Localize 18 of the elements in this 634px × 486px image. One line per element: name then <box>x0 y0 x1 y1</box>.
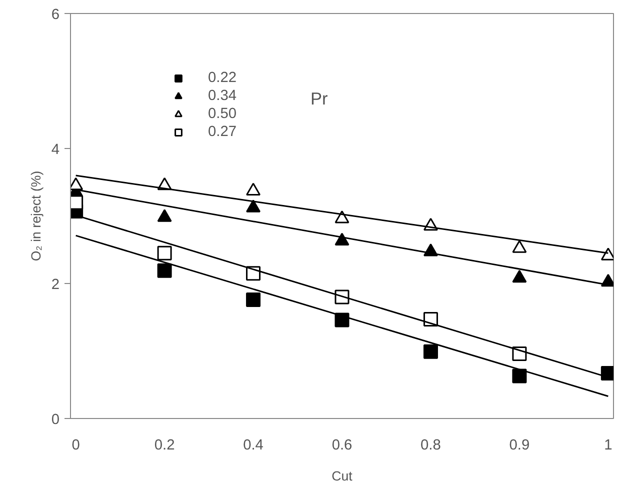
legend-label: 0.22 <box>208 69 237 87</box>
y-tick-label: 2 <box>51 277 60 293</box>
y-tick-label: 0 <box>51 412 60 428</box>
legend-label: 0.34 <box>208 87 237 105</box>
x-tick-label: 0.8 <box>420 438 441 454</box>
y-axis-title: O₂ in reject (%) <box>28 170 44 262</box>
x-tick-label: 0.4 <box>243 438 264 454</box>
legend-label: 0.27 <box>208 123 237 141</box>
x-tick-label: 0.9 <box>509 438 530 454</box>
x-tick-label: 0.6 <box>332 438 352 454</box>
y-tick-label: 6 <box>51 7 60 23</box>
annotation: Pr <box>310 88 328 108</box>
x-tick-label: 1 <box>604 438 612 454</box>
legend-label: 0.50 <box>208 105 237 123</box>
x-tick-label: 0.2 <box>154 438 175 454</box>
x-tick-label: 0 <box>72 438 80 454</box>
y-tick-label: 4 <box>51 142 60 158</box>
x-axis-title: Cut <box>332 468 353 484</box>
